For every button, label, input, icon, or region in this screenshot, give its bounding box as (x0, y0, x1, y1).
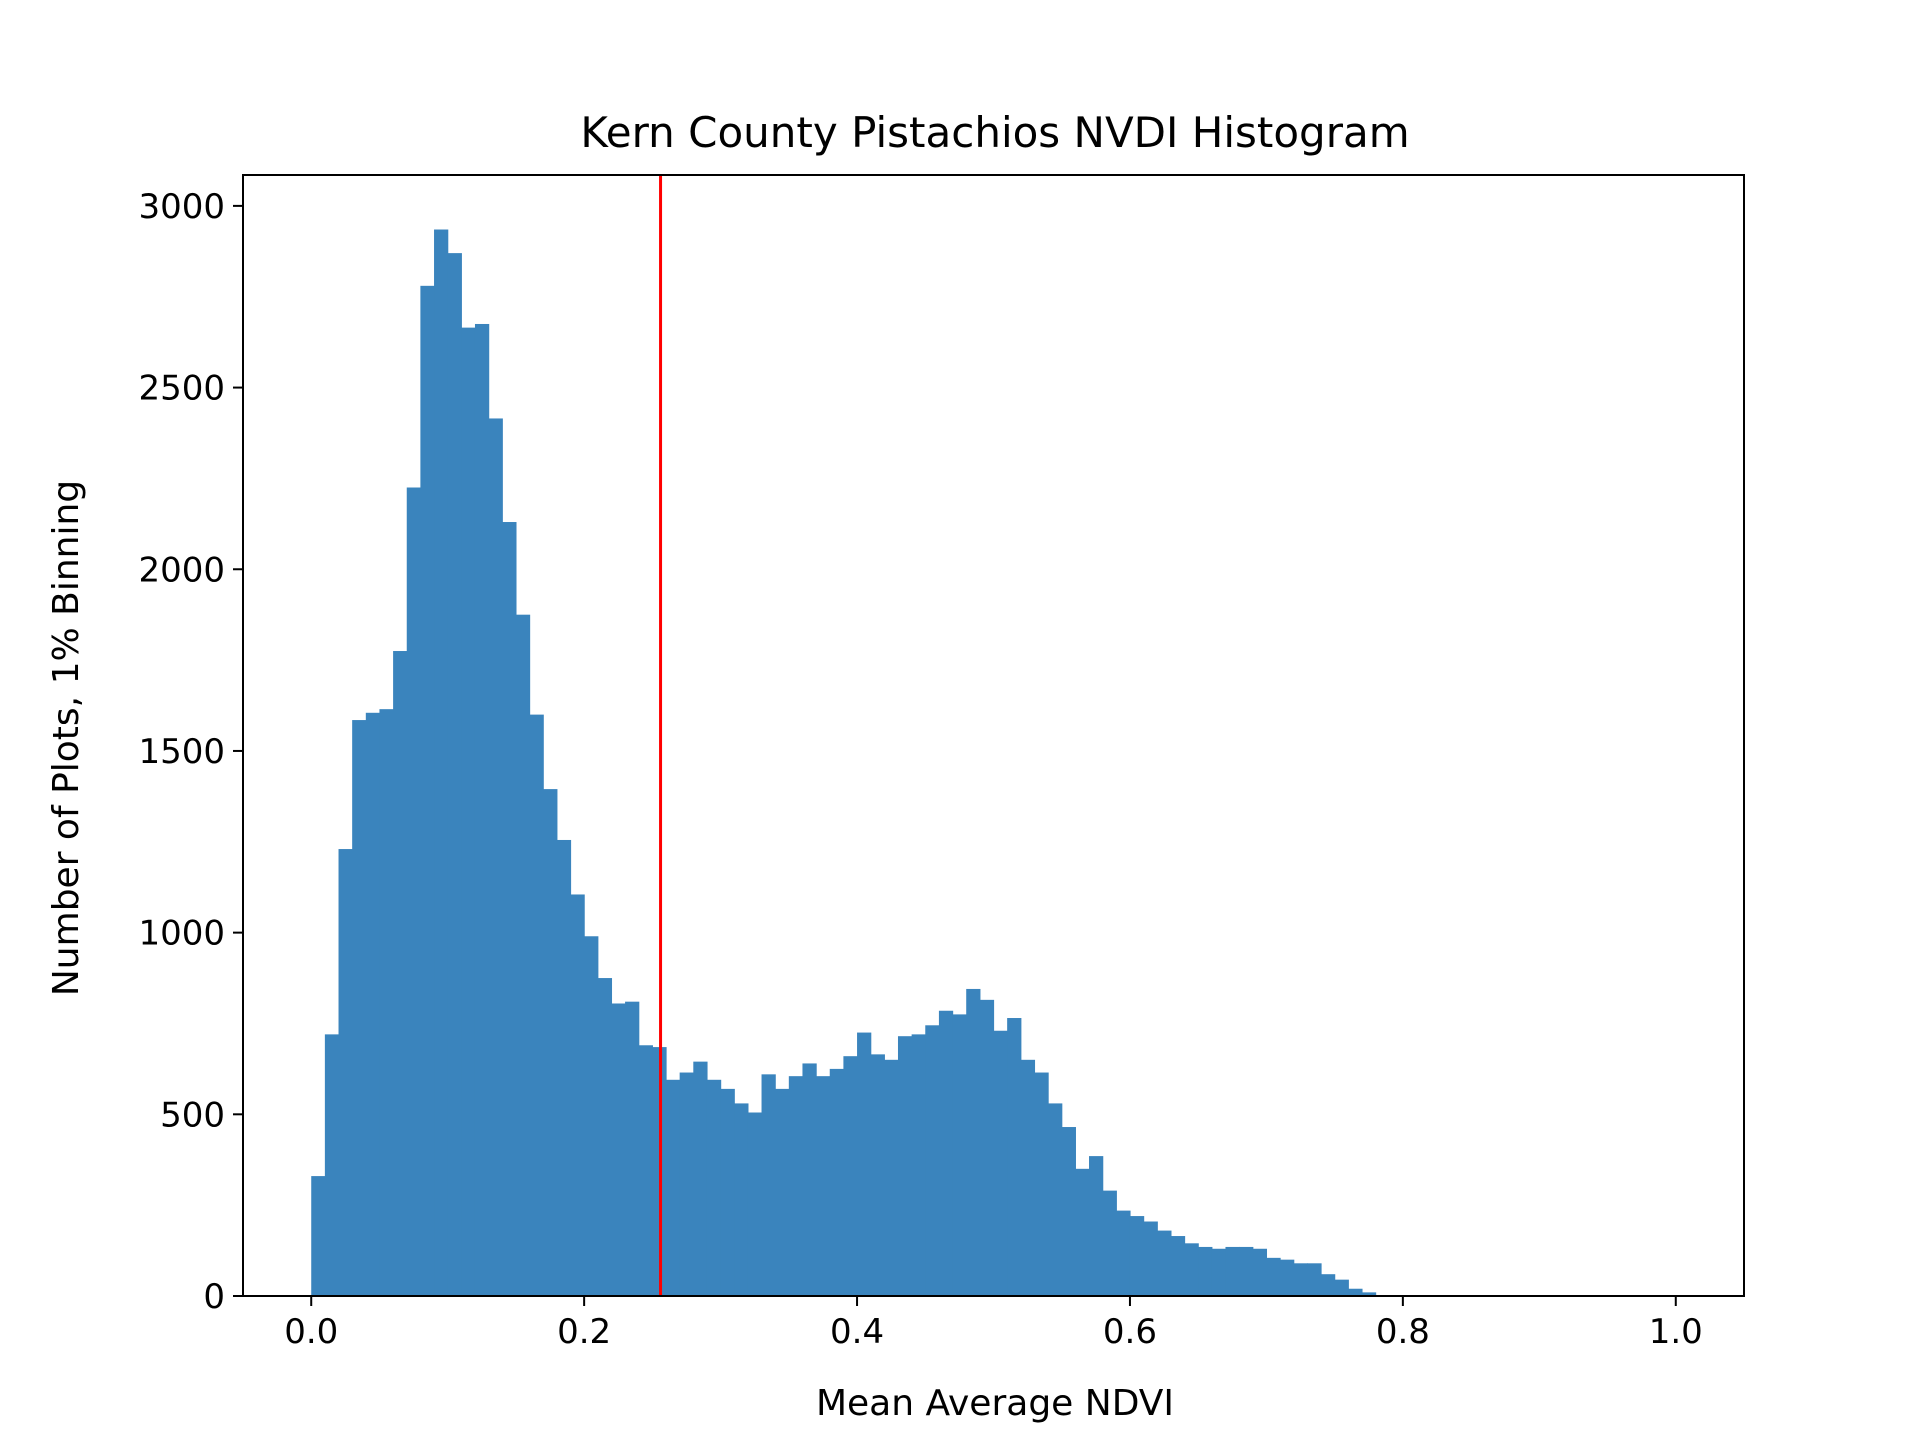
histogram-bar (543, 789, 558, 1296)
x-axis-ticks: 0.0 0.2 0.4 0.6 0.8 1.0 (284, 1296, 1703, 1352)
histogram-bar (352, 720, 367, 1296)
histogram-bar (1034, 1072, 1049, 1296)
histogram-bar (420, 285, 435, 1297)
histogram-bar (1225, 1246, 1240, 1296)
histogram-bar (1211, 1248, 1227, 1296)
histogram-bar (829, 1068, 844, 1296)
histogram-bar (570, 894, 585, 1296)
histogram-bar (1348, 1288, 1363, 1296)
histogram-bar (843, 1056, 858, 1296)
y-tick-label: 3000 (138, 187, 225, 227)
y-axis-ticks: 0 500 1000 1500 2000 2500 3000 (138, 187, 243, 1317)
histogram-bar (1020, 1059, 1036, 1296)
histogram-bar (775, 1088, 790, 1296)
histogram-bar (584, 936, 599, 1296)
histogram-bar (1061, 1127, 1076, 1296)
histogram-bar (802, 1063, 817, 1296)
histogram-bar (1252, 1248, 1268, 1296)
histogram-bar (1102, 1190, 1117, 1296)
y-axis-label: Number of Plots, 1% Binning (46, 480, 87, 996)
x-tick-label: 1.0 (1649, 1312, 1703, 1352)
histogram-bar (979, 999, 995, 1296)
histogram-bar (556, 839, 572, 1296)
histogram-bar (993, 1030, 1008, 1296)
histogram-bar (338, 849, 353, 1296)
histogram-bar (625, 1001, 640, 1296)
histogram-bar (1048, 1103, 1063, 1296)
histogram-bar (1184, 1243, 1199, 1296)
histogram-bar (1089, 1156, 1104, 1296)
histogram-bar (434, 229, 449, 1296)
histogram-bar (597, 978, 613, 1296)
histogram-bar (1075, 1168, 1090, 1296)
histogram-bar (1334, 1279, 1349, 1296)
histogram-bar (1116, 1210, 1131, 1296)
histogram-bar (761, 1074, 776, 1296)
histogram-bar (966, 988, 981, 1296)
histogram-bar (488, 418, 503, 1297)
histogram-bar (706, 1079, 722, 1296)
histogram-bar (365, 712, 381, 1296)
histogram-bar (938, 1010, 954, 1296)
histogram-bar (474, 323, 490, 1297)
histogram-bar (324, 1034, 340, 1296)
y-tick-label: 1500 (138, 732, 225, 772)
x-axis-label: Mean Average NDVI (816, 1383, 1174, 1424)
histogram-bar (1007, 1018, 1022, 1296)
histogram-bar (666, 1079, 681, 1296)
histogram-bar (406, 487, 421, 1296)
histogram-bar (447, 253, 462, 1296)
y-tick-label: 1000 (138, 914, 225, 954)
x-tick-label: 0.6 (1103, 1312, 1157, 1352)
histogram-bar (379, 709, 394, 1296)
histogram-bar (1198, 1246, 1213, 1296)
histogram-bar (911, 1034, 926, 1296)
histogram-bar (1170, 1236, 1186, 1296)
x-tick-label: 0.0 (284, 1312, 338, 1352)
y-tick-label: 500 (160, 1095, 225, 1135)
x-tick-label: 0.2 (557, 1312, 611, 1352)
histogram-bar (897, 1036, 913, 1296)
histogram-bar (884, 1059, 899, 1296)
histogram-bar (816, 1076, 831, 1296)
histogram-bar (1143, 1221, 1158, 1296)
histogram-bar (1266, 1257, 1281, 1296)
histogram-bar (311, 1176, 326, 1296)
histogram-bars (311, 229, 1377, 1297)
histogram-bar (788, 1076, 804, 1296)
histogram-bar (1129, 1216, 1145, 1296)
histogram-bar (1307, 1263, 1322, 1296)
chart-title: Kern County Pistachios NVDI Histogram (580, 108, 1409, 157)
histogram-bar (1157, 1230, 1172, 1296)
histogram-bar (1239, 1246, 1254, 1296)
histogram-bar (720, 1088, 735, 1296)
histogram-bar (925, 1025, 940, 1296)
histogram-bar (679, 1072, 694, 1296)
histogram-bar (611, 1003, 626, 1296)
histogram-bar (502, 522, 517, 1296)
histogram-bar (461, 327, 476, 1296)
histogram-bar (870, 1054, 885, 1296)
histogram-bar (1280, 1259, 1295, 1296)
histogram-bar (747, 1112, 763, 1296)
histogram-bar (393, 651, 408, 1296)
histogram-bar (1293, 1263, 1308, 1296)
y-tick-label: 0 (203, 1277, 225, 1317)
x-tick-label: 0.4 (830, 1312, 884, 1352)
histogram-bar (1320, 1274, 1336, 1296)
y-tick-label: 2500 (138, 369, 225, 409)
histogram-bar (515, 614, 531, 1296)
histogram-bar (529, 714, 544, 1296)
x-tick-label: 0.8 (1376, 1312, 1430, 1352)
histogram-bar (952, 1014, 967, 1296)
histogram-bar (857, 1032, 872, 1296)
histogram-bar (638, 1045, 653, 1296)
histogram-bar (693, 1061, 708, 1296)
histogram-bar (734, 1103, 749, 1296)
plot-frame (242, 174, 1745, 1297)
histogram-bar (1361, 1292, 1377, 1296)
y-tick-label: 2000 (138, 550, 225, 590)
